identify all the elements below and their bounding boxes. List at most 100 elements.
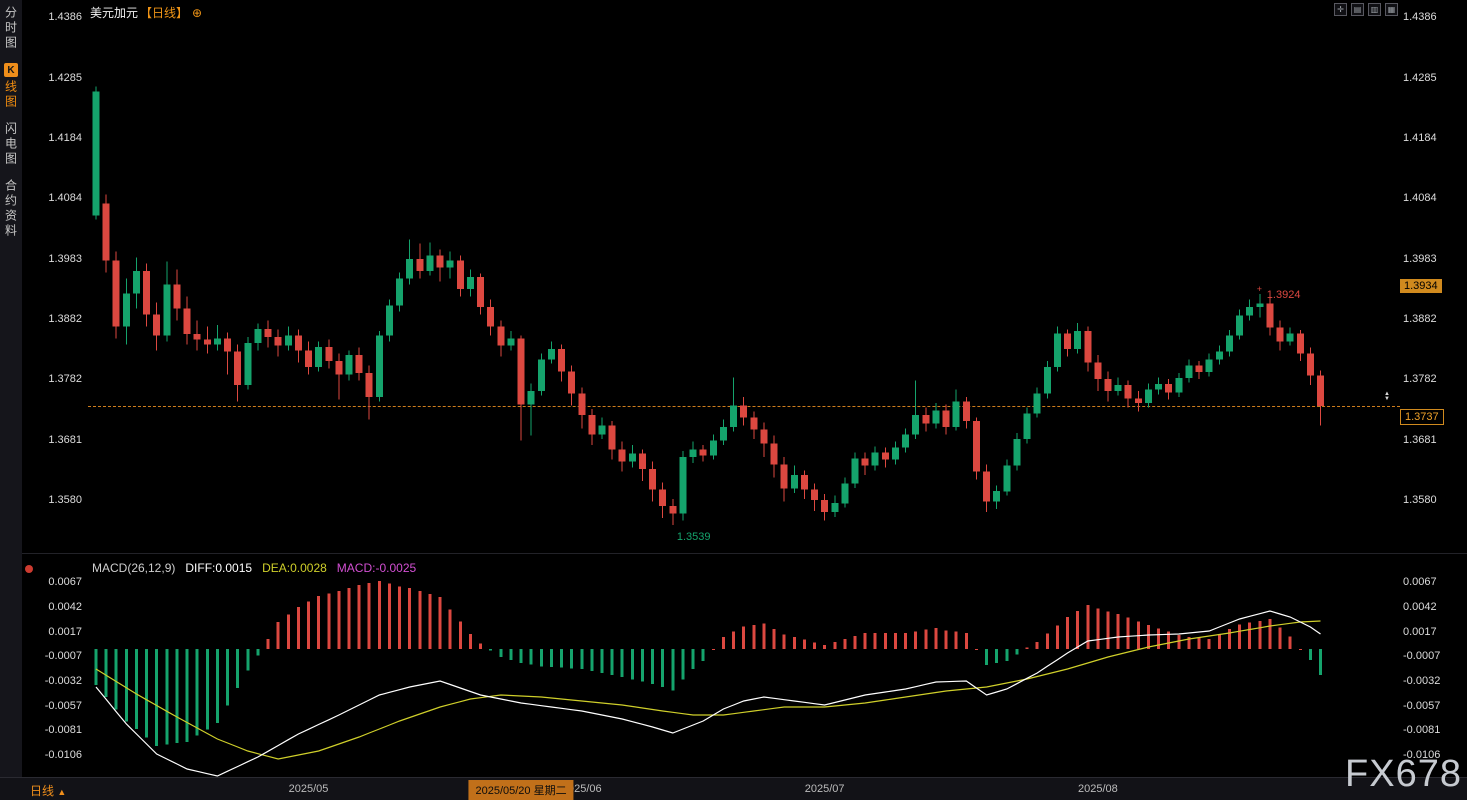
candle: [1053, 326, 1061, 372]
candle: [1023, 407, 1031, 444]
candle: [446, 251, 454, 279]
crosshair-tool-icon[interactable]: ✛: [1334, 3, 1347, 16]
time-tick-label: 2025/07: [804, 783, 845, 795]
candle: [1064, 329, 1071, 357]
period-selector[interactable]: 日线 ▲: [30, 782, 66, 799]
macd-axis-left[interactable]: 0.0067 0.0042 0.0017 -0.0007 -0.0032 -0.0057 -…: [22, 560, 86, 777]
sidebar-item-flash-chart[interactable]: 闪电图: [3, 122, 20, 167]
kline-style-icon[interactable]: ▤: [1351, 3, 1364, 16]
grid-layout-icon[interactable]: ▦: [1385, 3, 1398, 16]
candle: [406, 239, 414, 285]
triangle-down-icon: ▼: [1384, 396, 1390, 402]
candle: [1195, 361, 1203, 380]
candle: [466, 269, 474, 297]
candle: [1104, 371, 1112, 402]
price-axis-label: 1.3580: [48, 494, 82, 507]
candle: [1246, 299, 1254, 321]
candle: [892, 441, 899, 465]
candle: [396, 272, 404, 312]
panel-divider: [22, 553, 1467, 554]
time-axis[interactable]: 日线 ▲ 2025/05/20 星期二 2025/05 2025/06 2025/0…: [0, 777, 1467, 800]
candle: [730, 377, 738, 432]
macd-axis-label: -0.0007: [1403, 650, 1441, 662]
sidebar-item-time-chart[interactable]: 分时图: [3, 6, 20, 51]
candle: [588, 409, 596, 446]
time-tick-label: 2025/08: [1077, 783, 1118, 795]
triangle-up-icon: ▲: [57, 787, 67, 797]
candle: [851, 452, 859, 489]
macd-axis-label: -0.0057: [44, 700, 82, 712]
candle: [203, 326, 211, 354]
candlestick-chart[interactable]: +1.3924 1.3539: [88, 14, 1400, 553]
candle: [578, 387, 586, 429]
macd-axis-label: -0.0106: [44, 749, 82, 761]
candle: [547, 341, 555, 364]
candle: [1084, 326, 1092, 372]
macd-axis-label: 0.0067: [1403, 576, 1437, 588]
price-axis-label: 1.3681: [48, 433, 82, 446]
candle: [294, 329, 302, 363]
macd-axis-label: 0.0017: [1403, 626, 1437, 638]
macd-title[interactable]: MACD(26,12,9): [92, 561, 176, 575]
macd-axis-label: -0.0007: [44, 650, 82, 662]
candle: [861, 452, 869, 476]
macd-axis-right[interactable]: 0.0067 0.0042 0.0017 -0.0007 -0.0032 -0.0057 -…: [1400, 560, 1466, 777]
candle: [790, 465, 798, 493]
candle: [325, 339, 333, 369]
candle: [264, 320, 272, 348]
candle: [183, 296, 191, 345]
candle: [537, 353, 545, 396]
candle: [649, 461, 657, 502]
dea-line: [95, 620, 1321, 760]
macd-axis-label: -0.0057: [1403, 700, 1441, 712]
sidebar-item-contract-info[interactable]: 合约资料: [3, 179, 20, 239]
price-axis-label: 1.3782: [1403, 373, 1437, 386]
candle: [355, 347, 363, 381]
candle: [922, 407, 930, 432]
candle: [1074, 322, 1082, 354]
indicator-dot-icon[interactable]: [25, 565, 33, 573]
sidebar-item-kline-chart[interactable]: K 线图: [3, 63, 20, 110]
price-scroll-icon[interactable]: ▲ ▼: [1384, 391, 1390, 402]
candle: [1256, 294, 1264, 318]
price-axis-label: 1.4386: [1403, 10, 1437, 23]
macd-axis-label: -0.0106: [1403, 749, 1441, 761]
macd-axis-label: -0.0032: [1403, 675, 1441, 687]
period-label: 日线: [30, 784, 55, 798]
candle: [608, 421, 616, 460]
price-axis-right[interactable]: 1.4386 1.4285 1.4184 1.4084 1.3983 1.3882 1.37…: [1400, 0, 1466, 553]
candle: [1276, 320, 1284, 351]
expand-icon[interactable]: ⊕: [192, 6, 203, 20]
candle: [517, 335, 525, 441]
multi-pane-icon[interactable]: ▥: [1368, 3, 1381, 16]
price-axis-label: 1.3580: [1403, 494, 1437, 507]
candle: [102, 194, 110, 273]
candle: [780, 457, 788, 502]
candle: [234, 344, 242, 402]
candle: [1043, 361, 1051, 399]
candle: [365, 365, 373, 420]
candle: [962, 397, 970, 429]
candle: [1094, 355, 1102, 392]
candle: [1306, 347, 1314, 386]
price-annotation: 1.3924: [1267, 289, 1301, 301]
candle: [750, 411, 758, 440]
candle: [163, 261, 171, 342]
candle: [902, 428, 910, 453]
candle: [983, 464, 991, 513]
candle: [972, 417, 980, 480]
macd-chart[interactable]: [88, 560, 1400, 777]
macd-axis-label: -0.0081: [44, 724, 82, 736]
price-axis-left[interactable]: 1.4386 1.4285 1.4184 1.4084 1.3983 1.3882 1.37…: [22, 0, 86, 553]
annotation-marker: +: [1257, 284, 1262, 294]
candle: [477, 273, 485, 315]
timeframe-label[interactable]: 【日线】: [140, 6, 189, 20]
candle: [112, 251, 120, 339]
price-axis-label: 1.3681: [1403, 433, 1437, 446]
candle: [487, 299, 495, 336]
macd-axis-label: 0.0042: [48, 601, 82, 613]
candle: [689, 441, 697, 464]
macd-axis-label: 0.0042: [1403, 601, 1437, 613]
price-axis-label: 1.4285: [1403, 71, 1437, 84]
candle: [213, 325, 221, 351]
